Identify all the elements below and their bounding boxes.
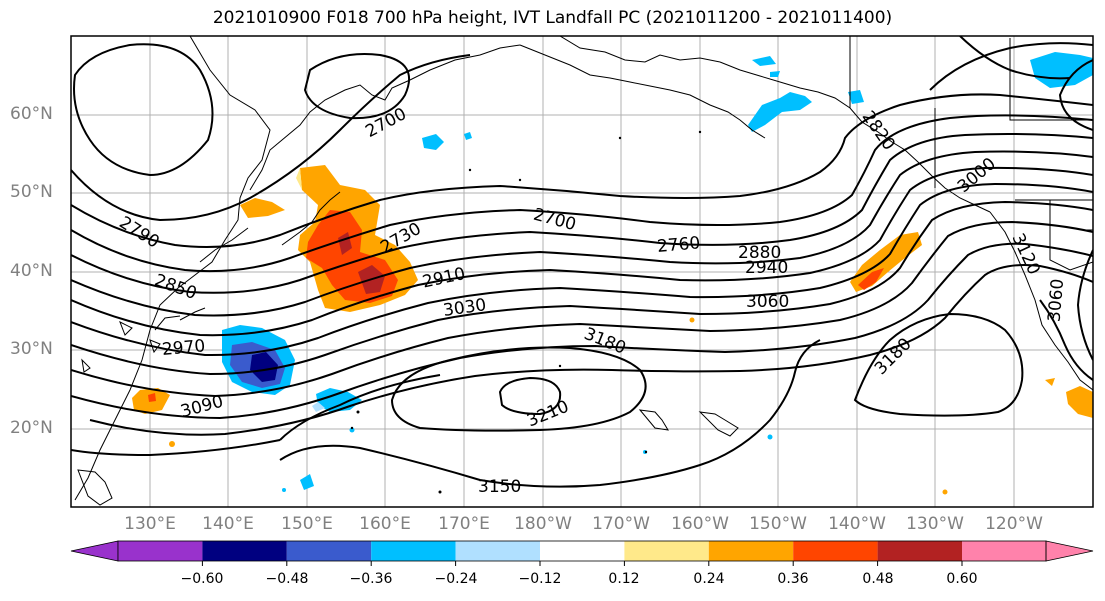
colorbar-tick-label: 0.24 [693,571,725,587]
contour-label: 3120 [1007,230,1043,278]
lon-label: 180°W [514,514,572,534]
contour-label: 2760 [656,233,701,257]
lon-label: 140°W [828,514,886,534]
map-frame [70,35,1094,508]
contour-label: 3060 [1045,278,1069,323]
colorbar [70,540,1094,566]
lat-label: 40°N [10,261,53,281]
contour-label: 3000 [954,154,1000,197]
colorbar-tick-label: −0.12 [518,571,562,587]
lon-label: 170°E [438,514,490,534]
lat-label: 30°N [10,339,53,359]
colorbar-tick-label: 0.36 [777,571,809,587]
map-title: 2021010900 F018 700 hPa height, IVT Land… [212,8,893,28]
contour-label: 3060 [746,292,789,312]
height-contours [71,36,1093,488]
colorbar-tick-label: −0.48 [265,571,309,587]
lon-label: 150°E [281,514,333,534]
contour-label: 3150 [478,477,521,497]
lat-label: 20°N [10,418,53,438]
lon-label: 160°W [671,514,729,534]
lat-label: 50°N [10,182,53,202]
contour-label: 2820 [858,107,899,154]
ivt-region-alaska-coast [748,92,812,132]
colorbar-tick-label: 0.12 [608,571,640,587]
colorbar-min-extension [70,540,119,562]
contour-label: 3210 [524,397,572,432]
contour-label: 2700 [362,104,410,142]
lon-label: 160°E [359,514,411,534]
contour-label: 2850 [152,270,199,304]
colorbar-tick-label: −0.60 [180,571,224,587]
contour-label: 2880 [738,243,781,263]
lon-label: 140°E [202,514,254,534]
lon-label: 170°W [592,514,650,534]
colorbar-tick-label: 0.48 [862,571,894,587]
colorbar-max-extension [1045,540,1094,562]
lon-label: 150°W [749,514,807,534]
colorbar-tick-label: 0.60 [946,571,978,587]
contour-label: 2970 [161,336,206,360]
contour-label: 2940 [745,258,788,278]
lon-label: 120°W [985,514,1043,534]
lon-label: 130°E [124,514,176,534]
ivt-region-yellow-edge [296,168,302,190]
colorbar-tick-label: −0.36 [349,571,393,587]
colorbar-tick-label: −0.24 [434,571,478,587]
contour-label: 2910 [421,264,467,293]
lon-label: 130°W [906,514,964,534]
islands [350,130,702,494]
lat-label: 60°N [10,104,53,124]
ivt-fields [132,52,1093,495]
contour-label: 2700 [531,205,578,236]
contour-labels: 2700 2790 2730 2700 2760 2880 2940 2910 … [116,104,1069,497]
